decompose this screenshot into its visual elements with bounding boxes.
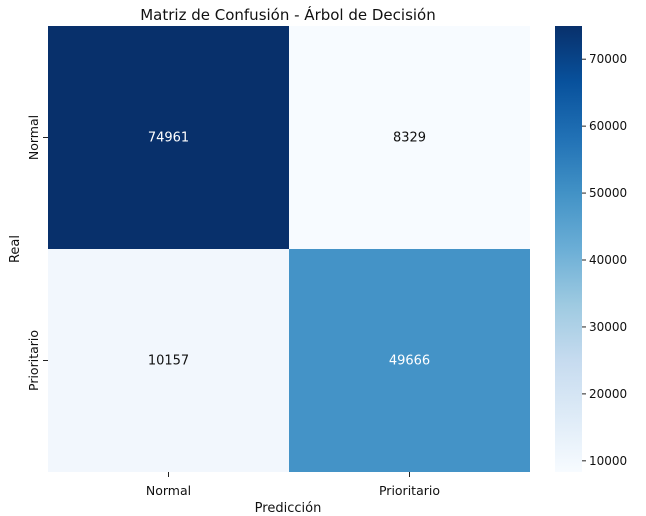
heatmap-cell-labels: 74961 8329 10157 49666 [148, 131, 430, 369]
colorbar-tick-label: 50000 [589, 186, 627, 200]
cell-value-label: 74961 [148, 131, 189, 146]
colorbar [555, 26, 582, 472]
cell-value-label: 49666 [389, 354, 430, 369]
y-axis-ticks: Normal Prioritario [26, 115, 48, 391]
y-tick-label: Prioritario [26, 330, 41, 391]
colorbar-tick-label: 30000 [589, 320, 627, 334]
x-axis-ticks: Normal Prioritario [146, 472, 440, 498]
heatmap-cell [48, 249, 289, 472]
heatmap-cell [48, 26, 289, 249]
x-tick-label: Prioritario [379, 483, 440, 498]
colorbar-tick-label: 70000 [589, 52, 627, 66]
colorbar-tick-label: 40000 [589, 253, 627, 267]
colorbar-tick-label: 20000 [589, 387, 627, 401]
x-axis-label: Predicción [255, 501, 322, 516]
y-axis-label: Real [8, 235, 23, 263]
cell-value-label: 8329 [393, 131, 426, 146]
cell-value-label: 10157 [148, 354, 189, 369]
x-tick-label: Normal [146, 483, 191, 498]
y-tick-label: Normal [26, 115, 41, 160]
heatmap-cell [289, 26, 530, 249]
chart-title: Matriz de Confusión - Árbol de Decisión [140, 5, 436, 24]
heatmap-cells [48, 26, 530, 472]
heatmap-cell [289, 249, 530, 472]
colorbar-tick-label: 10000 [589, 454, 627, 468]
colorbar-ticks: 10000 20000 30000 40000 50000 60000 70000 [582, 52, 627, 468]
colorbar-tick-label: 60000 [589, 119, 627, 133]
